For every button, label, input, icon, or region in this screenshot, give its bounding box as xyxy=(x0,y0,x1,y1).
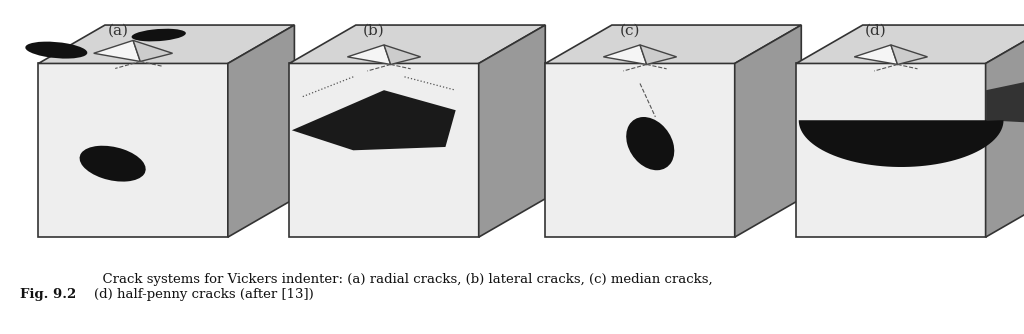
Text: (c): (c) xyxy=(620,23,640,37)
Polygon shape xyxy=(545,63,735,237)
Polygon shape xyxy=(347,45,391,64)
Polygon shape xyxy=(384,45,421,64)
Polygon shape xyxy=(289,25,545,63)
Polygon shape xyxy=(289,63,479,237)
Polygon shape xyxy=(735,25,801,237)
Text: (b): (b) xyxy=(362,23,385,37)
Polygon shape xyxy=(986,77,1024,124)
Polygon shape xyxy=(891,45,928,64)
Polygon shape xyxy=(640,45,677,64)
Ellipse shape xyxy=(26,42,87,58)
Ellipse shape xyxy=(627,117,674,170)
Ellipse shape xyxy=(80,146,145,182)
Polygon shape xyxy=(545,25,801,63)
Polygon shape xyxy=(39,63,227,237)
Polygon shape xyxy=(985,25,1024,237)
Text: (a): (a) xyxy=(108,23,128,37)
Polygon shape xyxy=(133,40,172,61)
Polygon shape xyxy=(479,25,545,237)
Polygon shape xyxy=(603,45,647,64)
Polygon shape xyxy=(292,90,456,150)
Text: Crack systems for Vickers indenter: (a) radial cracks, (b) lateral cracks, (c) m: Crack systems for Vickers indenter: (a) … xyxy=(94,273,713,301)
Ellipse shape xyxy=(131,29,186,41)
Polygon shape xyxy=(94,40,140,61)
Text: (d): (d) xyxy=(864,23,887,37)
Polygon shape xyxy=(854,45,897,64)
Text: Fig. 9.2: Fig. 9.2 xyxy=(20,288,77,301)
Polygon shape xyxy=(797,25,1024,63)
Polygon shape xyxy=(797,63,985,237)
Polygon shape xyxy=(227,25,295,237)
Polygon shape xyxy=(39,25,295,63)
Polygon shape xyxy=(799,120,1004,167)
